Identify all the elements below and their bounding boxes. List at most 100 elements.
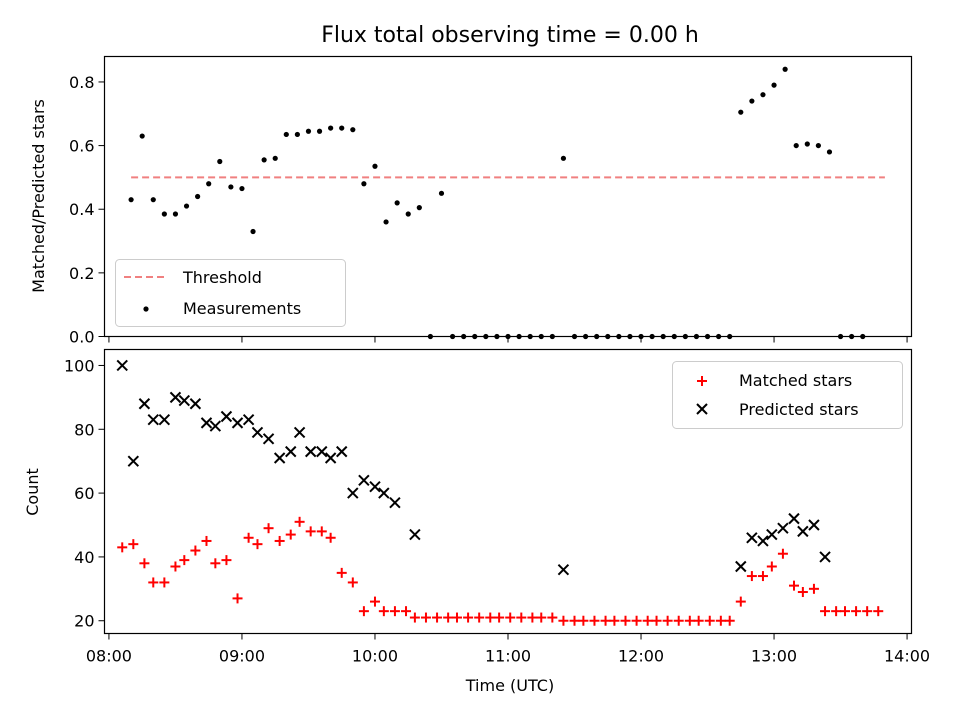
bottom-x-tick-label: 08:00 bbox=[86, 647, 132, 666]
top-x-axis-ticks bbox=[108, 336, 908, 343]
matched-stars-point bbox=[485, 612, 496, 623]
legend-matched-swatch bbox=[697, 376, 707, 386]
predicted-stars-point bbox=[808, 519, 820, 531]
measurement-point bbox=[760, 92, 766, 98]
bottom-x-tick-label: 12:00 bbox=[618, 647, 664, 666]
measurement-point bbox=[172, 211, 179, 217]
matched-stars-point bbox=[139, 558, 150, 569]
matched-stars-point bbox=[631, 615, 642, 626]
predicted-stars-point bbox=[293, 426, 306, 439]
matched-stars-point bbox=[336, 567, 347, 578]
bottom-y-axis: 20 40 60 80 100 bbox=[64, 356, 105, 631]
legend-matched-label: Matched stars bbox=[739, 371, 852, 390]
matched-stars-point bbox=[505, 612, 516, 623]
predicted-stars-point bbox=[788, 512, 800, 525]
bottom-panel: 20 40 60 80 100 08:00 09:00 10:00 11:00 12:00 13:… bbox=[23, 348, 930, 695]
top-legend-box bbox=[115, 259, 346, 327]
top-y-tick-label: 0.6 bbox=[69, 137, 94, 156]
top-chart-title: Flux total observing time = 0.00 h bbox=[321, 23, 699, 48]
measurement-point bbox=[316, 128, 323, 134]
matched-stars-point bbox=[179, 555, 190, 566]
measurement-point bbox=[405, 211, 411, 217]
bottom-x-tick-label: 09:00 bbox=[219, 647, 265, 666]
measurement-point bbox=[139, 133, 145, 139]
predicted-stars-point bbox=[178, 394, 191, 407]
matched-stars-point bbox=[516, 612, 527, 623]
matched-stars-point bbox=[252, 539, 263, 550]
measurement-point bbox=[438, 190, 445, 196]
matched-stars-point bbox=[536, 612, 547, 623]
matched-stars-point bbox=[642, 615, 653, 626]
matched-stars-point bbox=[715, 615, 726, 626]
matched-stars-point bbox=[452, 612, 463, 623]
bottom-x-tick-label: 14:00 bbox=[884, 647, 930, 666]
predicted-stars-point bbox=[169, 391, 182, 404]
measurement-point bbox=[826, 149, 833, 155]
matched-stars-point bbox=[494, 612, 505, 623]
predicted-stars-point bbox=[158, 413, 171, 426]
matched-stars-point bbox=[651, 615, 662, 626]
measurement-point bbox=[183, 203, 190, 209]
bottom-x-tick-label: 10:00 bbox=[352, 647, 398, 666]
matched-stars-point bbox=[389, 606, 400, 617]
bottom-y-tick-label: 80 bbox=[74, 420, 94, 439]
predicted-stars-point bbox=[209, 420, 222, 432]
measurement-point bbox=[250, 228, 256, 235]
matched-stars-point bbox=[578, 615, 589, 626]
matched-stars-point bbox=[839, 606, 850, 617]
bottom-legend-box bbox=[672, 361, 903, 429]
legend-measurements-swatch bbox=[143, 306, 149, 312]
measurement-point bbox=[228, 184, 234, 190]
measurement-point bbox=[339, 125, 345, 131]
measurement-point bbox=[261, 157, 267, 163]
matched-stars-point bbox=[232, 593, 243, 604]
measurement-point bbox=[560, 155, 567, 161]
matched-stars-point bbox=[851, 606, 862, 617]
matched-stars-point bbox=[474, 612, 485, 623]
matched-stars-point bbox=[305, 526, 316, 537]
matched-stars-point bbox=[409, 612, 420, 623]
bottom-y-tick-label: 20 bbox=[74, 612, 94, 631]
matched-stars-point bbox=[117, 542, 128, 553]
matched-stars-point bbox=[757, 571, 768, 582]
legend-measurements-label: Measurements bbox=[183, 299, 301, 318]
bottom-y-tick-label: 100 bbox=[64, 356, 95, 375]
top-y-axis-label: Matched/Predicted stars bbox=[29, 99, 48, 293]
matched-stars-point bbox=[777, 548, 788, 559]
predicted-stars-point bbox=[797, 525, 809, 538]
matched-stars-point bbox=[201, 535, 212, 546]
matched-stars-point bbox=[684, 615, 695, 626]
matched-stars-point bbox=[369, 596, 380, 607]
matched-stars-point bbox=[673, 615, 684, 626]
matched-stars-point bbox=[325, 532, 336, 543]
matched-stars-point bbox=[401, 606, 412, 617]
matched-stars-point bbox=[662, 615, 673, 626]
measurement-point bbox=[272, 155, 278, 161]
measurement-point bbox=[383, 219, 389, 225]
matched-stars-point bbox=[463, 612, 474, 623]
matched-stars-point bbox=[432, 612, 443, 623]
matched-stars-point bbox=[704, 615, 715, 626]
bottom-y-axis-label: Count bbox=[23, 468, 42, 516]
matched-stars-point bbox=[274, 535, 285, 546]
measurement-point bbox=[350, 127, 356, 133]
matched-stars-point bbox=[347, 577, 358, 588]
predicted-stars-point bbox=[324, 452, 337, 464]
matched-stars-point bbox=[589, 615, 600, 626]
measurement-point bbox=[150, 197, 156, 203]
bottom-y-tick-label: 40 bbox=[74, 548, 94, 567]
matched-stars-point bbox=[221, 555, 232, 566]
measurement-point bbox=[294, 131, 300, 138]
legend-threshold-label: Threshold bbox=[182, 268, 262, 287]
predicted-stars-point bbox=[409, 528, 421, 541]
predicted-stars-point bbox=[242, 413, 255, 426]
predicted-stars-point bbox=[336, 445, 348, 458]
bottom-x-axis-label: Time (UTC) bbox=[465, 676, 554, 695]
predicted-stars-point bbox=[766, 528, 778, 541]
measurement-point bbox=[328, 125, 334, 131]
predicted-stars-point bbox=[116, 359, 128, 372]
predicted-stars-point bbox=[735, 560, 747, 573]
predicted-stars-point bbox=[231, 417, 244, 429]
measurement-point bbox=[283, 131, 289, 138]
